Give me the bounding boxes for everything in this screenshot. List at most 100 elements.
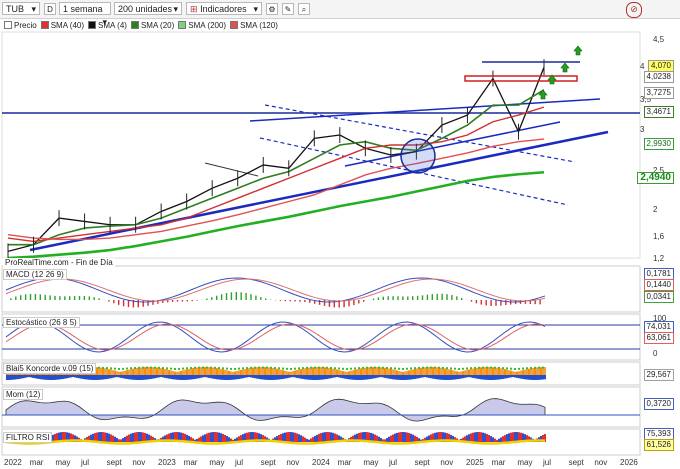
price-panel-frame [1, 31, 641, 259]
koncorde-bar [224, 369, 226, 375]
koncorde-bar [462, 371, 464, 375]
rsi-filter-bar [204, 434, 206, 442]
momentum-area [5, 398, 546, 422]
ticker-select[interactable]: TUB ▾ [2, 2, 40, 15]
legend-item[interactable]: SMA (120) [230, 20, 278, 31]
rsi-filter-bar [518, 432, 520, 442]
koncorde-bar [306, 367, 308, 375]
koncorde-bar [438, 367, 440, 375]
koncorde-bar [112, 370, 114, 375]
koncorde-bar [494, 367, 496, 375]
koncorde-bar [318, 366, 320, 369]
rsi-filter-bar [148, 434, 150, 442]
macd-signal-line [5, 278, 546, 302]
koncorde-bar [278, 367, 280, 370]
koncorde-bar [190, 367, 192, 370]
koncorde-bar [480, 367, 482, 375]
koncorde-bar [202, 375, 204, 378]
rsi-filter-bar [108, 433, 110, 442]
rsi-filter-bar [300, 435, 302, 442]
draw-icon[interactable]: ✎ [282, 3, 294, 15]
koncorde-bar [162, 368, 164, 375]
settings-icon[interactable]: ⚙ [266, 3, 278, 15]
koncorde-bar [148, 375, 150, 380]
koncorde-bar [256, 367, 258, 375]
price-tag-sma200: 2,4940 [637, 172, 674, 184]
legend-item[interactable]: SMA (4) [88, 20, 127, 31]
koncorde-bar [530, 375, 532, 380]
koncorde-bar [334, 369, 336, 375]
rsi-filter-bar [442, 432, 444, 442]
koncorde-bar [464, 370, 466, 375]
rsi-filter-bar [248, 432, 250, 442]
koncorde-bar [506, 375, 508, 379]
koncorde-bar [180, 370, 182, 375]
koncorde-bar [446, 375, 448, 380]
koncorde-bar [260, 375, 262, 380]
rsi-filter-bar [74, 435, 76, 442]
zoom-icon[interactable]: ⌕ [298, 3, 310, 15]
rsi-filter-bar [260, 434, 262, 442]
koncorde-bar [516, 375, 518, 378]
rsi-filter-bar [162, 436, 164, 442]
x-tick-label: may [55, 458, 71, 467]
koncorde-bar [98, 366, 100, 369]
koncorde-bar [262, 367, 264, 375]
chart-icon: ⊞ [190, 4, 198, 14]
koncorde-bar [306, 375, 308, 380]
koncorde-bar [246, 367, 248, 370]
legend-item[interactable]: SMA (20) [130, 20, 174, 31]
koncorde-bar [210, 375, 212, 379]
koncorde-bar [430, 367, 432, 375]
koncorde-bar [246, 375, 248, 378]
legend-item[interactable]: Precio [4, 20, 37, 31]
koncorde-bar [294, 375, 296, 378]
koncorde-bar [502, 367, 504, 370]
legend-item[interactable]: SMA (40) [40, 20, 84, 31]
koncorde-bar [170, 375, 172, 379]
resistance-zone [464, 75, 578, 82]
rsi-filter-bar [452, 435, 454, 442]
koncorde-bar [474, 375, 476, 379]
koncorde-bar [470, 368, 472, 375]
koncorde-bar [374, 366, 376, 369]
koncorde-label: Blai5 Koncorde v.09 (15) [3, 363, 97, 374]
x-tick-label: jul [389, 458, 398, 467]
koncorde-bar [380, 375, 382, 378]
koncorde-bar [314, 375, 316, 380]
koncorde-bar [312, 375, 314, 380]
rsi-filter-bar [356, 433, 358, 442]
koncorde-bar [328, 367, 330, 375]
koncorde-bar [254, 367, 256, 375]
legend-item[interactable]: SMA (200) [178, 20, 226, 31]
rsi-filter-bar [208, 432, 210, 442]
koncorde-bar [292, 371, 294, 375]
koncorde-bar [308, 375, 310, 380]
koncorde-bar [270, 366, 272, 369]
koncorde-bar [142, 367, 144, 375]
indicators-button[interactable]: ⊞ Indicadores ▾ [186, 2, 262, 15]
koncorde-bar [454, 375, 456, 380]
koncorde-bar [340, 370, 342, 375]
rsi-filter-bar [302, 436, 304, 442]
x-tick-label: 2022 [4, 458, 22, 467]
alert-icon[interactable]: ⊘ [626, 2, 642, 18]
koncorde-bar [384, 367, 386, 375]
koncorde-bar [160, 368, 162, 375]
timeframe-select[interactable]: 1 semana ▾ [59, 2, 111, 27]
indicators-label: Indicadores [200, 4, 247, 14]
period-button[interactable]: D [44, 3, 56, 15]
koncorde-bar [210, 367, 212, 375]
rsi-filter-bar [418, 438, 420, 442]
koncorde-bar [484, 375, 486, 380]
rsi-filter-bar [200, 436, 202, 442]
koncorde-bar [416, 375, 418, 379]
koncorde-bar [350, 375, 352, 380]
rsi-filter-bar [88, 435, 90, 442]
koncorde-bar [486, 366, 488, 369]
units-select[interactable]: 200 unidades ▾ [114, 2, 182, 15]
koncorde-bar [518, 375, 520, 379]
koncorde-bar [390, 367, 392, 370]
koncorde-bar [468, 375, 470, 378]
koncorde-bar [510, 367, 512, 370]
